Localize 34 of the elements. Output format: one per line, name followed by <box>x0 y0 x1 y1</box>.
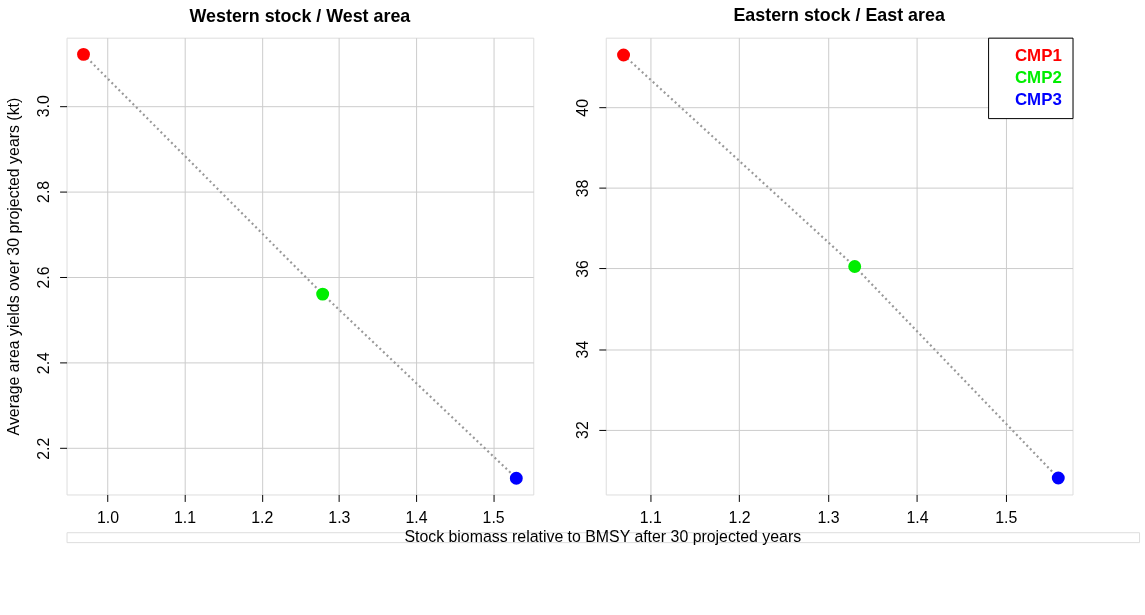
y-tick-label: 34 <box>574 340 592 359</box>
x-tick-label: 1.5 <box>482 508 505 526</box>
text: CMP1 <box>1014 46 1062 66</box>
y-tick-label: 2.6 <box>35 266 53 289</box>
point <box>77 47 90 61</box>
x-tick-label: 1.2 <box>251 508 274 526</box>
x-tick-label: 1.1 <box>174 508 197 526</box>
chart-title: Western stock / West area <box>189 5 412 26</box>
y-axis-title: Average area yields over 30 projected years (kt) <box>5 97 23 436</box>
y-tick-label: 36 <box>574 259 592 278</box>
x-tick-label: 1.4 <box>906 508 929 526</box>
point <box>509 471 523 485</box>
x-tick-label: 1.4 <box>405 508 428 526</box>
x-tick-label: 1.5 <box>995 508 1018 526</box>
point <box>1051 471 1065 485</box>
text: CMP2 <box>1014 67 1062 87</box>
text: CMP3 <box>1014 89 1062 109</box>
point <box>617 48 631 62</box>
y-tick-label: 38 <box>574 179 592 198</box>
point <box>848 260 862 273</box>
x-axis-title: Stock biomass relative to BMSY after 30 projected years <box>404 528 802 546</box>
y-tick-label: 2.4 <box>35 351 53 375</box>
y-tick-label: 32 <box>574 421 592 439</box>
y-tick-label: 2.2 <box>35 437 53 460</box>
x-tick-label: 1.2 <box>728 508 751 526</box>
y-tick-label: 40 <box>574 98 592 117</box>
x-tick-label: 1.0 <box>96 508 120 526</box>
chart-title: Eastern stock / East area <box>733 5 946 26</box>
y-tick-label: 2.8 <box>35 180 53 203</box>
x-tick-label: 1.1 <box>639 508 662 526</box>
point <box>316 287 330 301</box>
y-tick-label: 3.0 <box>35 95 53 118</box>
x-tick-label: 1.3 <box>817 508 840 526</box>
x-tick-label: 1.3 <box>328 508 351 526</box>
